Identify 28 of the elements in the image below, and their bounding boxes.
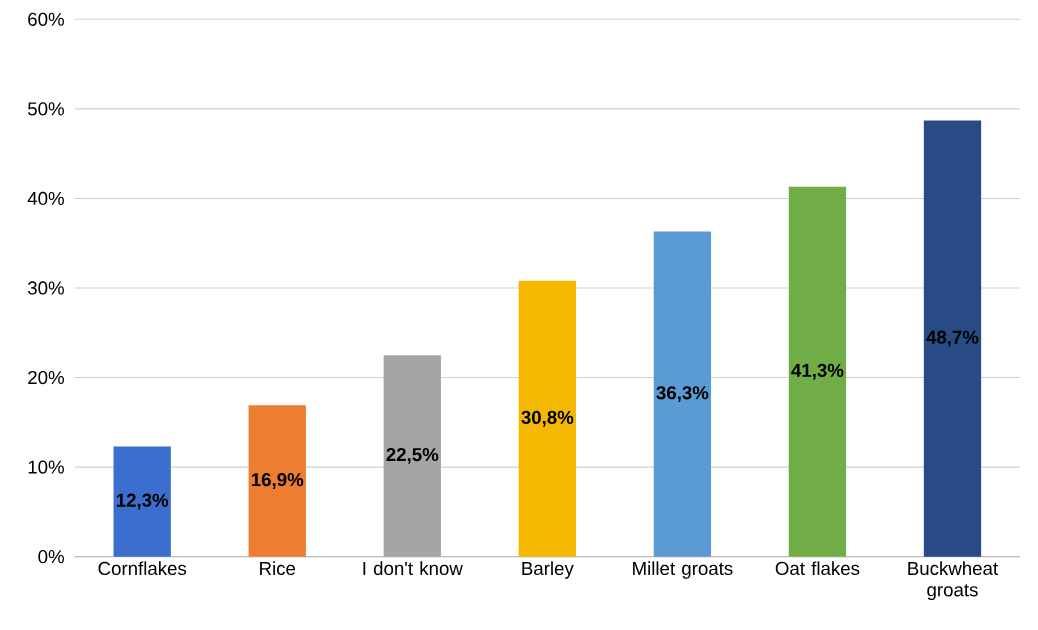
y-tick-label: 20% (28, 370, 64, 385)
data-label: 41,3% (791, 363, 844, 380)
x-tick-label: Barley (522, 561, 574, 579)
y-tick-label: 60% (28, 12, 64, 26)
data-label: 16,9% (251, 473, 304, 489)
x-tick-label: Cornflakes (98, 561, 187, 576)
y-tick-label: 0% (38, 550, 64, 564)
bar (113, 446, 171, 557)
x-tick-label: Rice (260, 561, 296, 576)
data-label: 12,3% (116, 493, 169, 510)
x-tick-label: Millet groats (633, 561, 733, 579)
y-tick-label: 40% (27, 191, 64, 206)
bar (653, 231, 712, 557)
data-label: 22,5% (386, 447, 439, 464)
bar (248, 405, 306, 557)
y-tick-label: 30% (27, 281, 64, 295)
y-tick-label: 50% (28, 102, 64, 116)
bar (923, 120, 982, 557)
x-tick-label: I don't know (363, 561, 463, 576)
bar (383, 355, 441, 557)
x-tick-label: Oat flakes (775, 561, 860, 576)
data-label: 36,3% (656, 386, 709, 403)
bar (518, 280, 576, 557)
bar (788, 186, 847, 557)
y-tick-label: 10% (28, 460, 64, 474)
data-label: 30,8% (521, 410, 574, 427)
data-label: 48,7% (926, 330, 979, 347)
x-tick-label: Buckwheat groats (908, 561, 998, 601)
